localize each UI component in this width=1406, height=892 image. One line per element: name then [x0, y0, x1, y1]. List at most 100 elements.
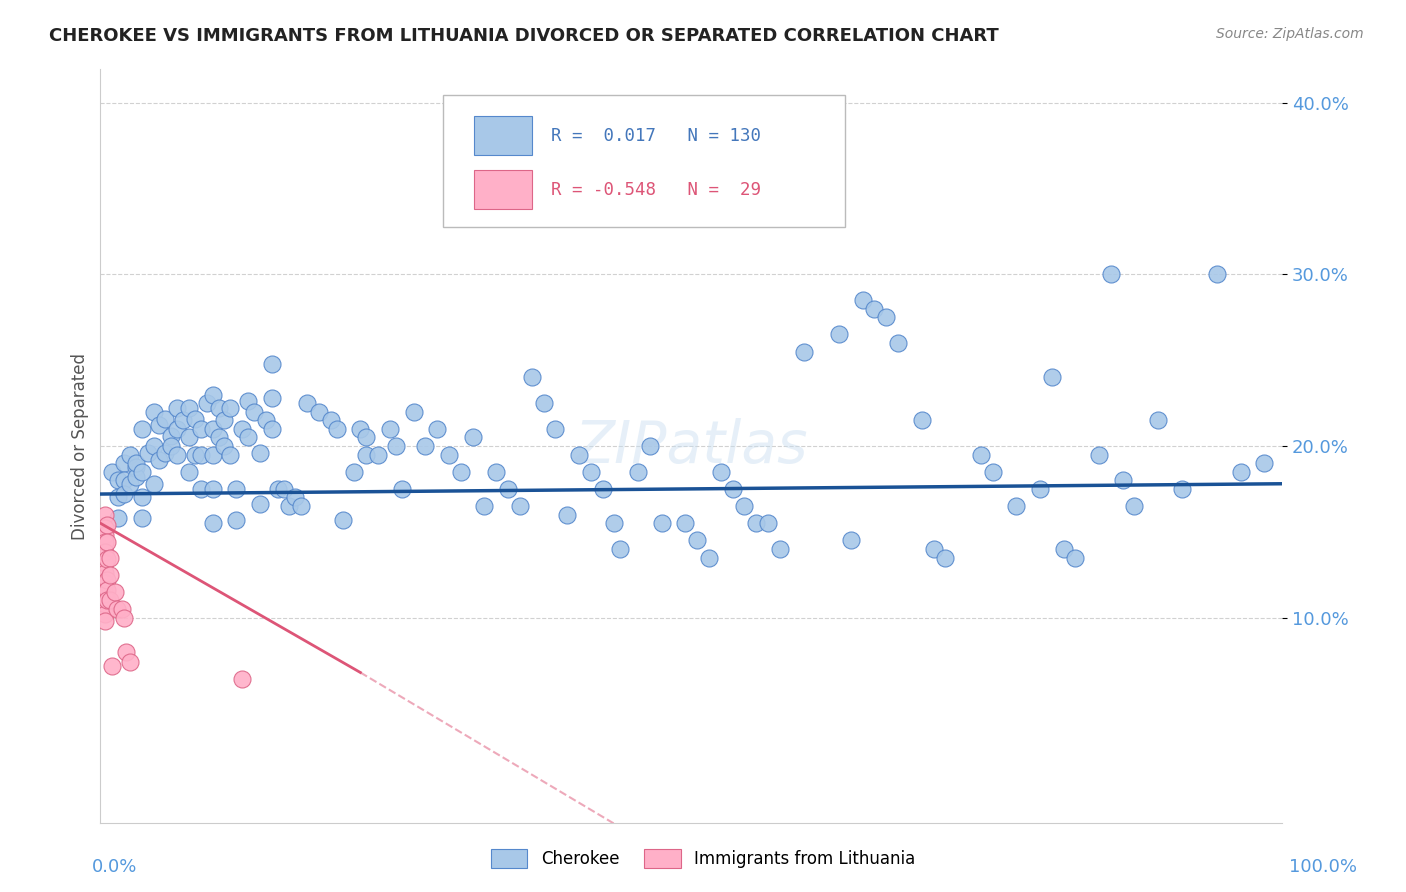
Point — [195, 396, 218, 410]
Point — [98, 567, 121, 582]
Point — [710, 465, 733, 479]
Point — [101, 465, 124, 479]
Point — [201, 422, 224, 436]
Point — [166, 401, 188, 416]
Point — [922, 541, 945, 556]
Point — [863, 301, 886, 316]
Point — [94, 545, 117, 559]
Point — [96, 573, 118, 587]
Point — [804, 181, 827, 195]
Point — [568, 448, 591, 462]
Point — [243, 405, 266, 419]
Point — [579, 465, 602, 479]
Point — [98, 593, 121, 607]
Point — [544, 422, 567, 436]
Point — [94, 597, 117, 611]
Point — [111, 602, 134, 616]
Point — [148, 452, 170, 467]
Point — [219, 448, 242, 462]
Point — [166, 448, 188, 462]
Point — [94, 586, 117, 600]
Point — [112, 487, 135, 501]
Text: CHEROKEE VS IMMIGRANTS FROM LITHUANIA DIVORCED OR SEPARATED CORRELATION CHART: CHEROKEE VS IMMIGRANTS FROM LITHUANIA DI… — [49, 27, 998, 45]
Point — [437, 448, 460, 462]
Point — [1099, 268, 1122, 282]
Point — [94, 607, 117, 622]
Point — [201, 387, 224, 401]
Point — [1123, 499, 1146, 513]
Point — [474, 499, 496, 513]
Point — [603, 516, 626, 531]
Point — [651, 516, 673, 531]
Point — [172, 413, 194, 427]
Point — [107, 473, 129, 487]
Point — [1029, 482, 1052, 496]
Point — [190, 482, 212, 496]
Point — [769, 541, 792, 556]
Point — [94, 614, 117, 628]
Point — [385, 439, 408, 453]
Point — [142, 439, 165, 453]
Point — [1052, 541, 1074, 556]
Text: Source: ZipAtlas.com: Source: ZipAtlas.com — [1216, 27, 1364, 41]
Point — [118, 476, 141, 491]
Point — [911, 413, 934, 427]
Point — [131, 511, 153, 525]
Point — [828, 327, 851, 342]
Point — [260, 391, 283, 405]
Point — [756, 516, 779, 531]
Point — [190, 448, 212, 462]
Point — [1230, 465, 1253, 479]
Point — [673, 516, 696, 531]
Point — [107, 491, 129, 505]
Point — [609, 541, 631, 556]
Legend: Cherokee, Immigrants from Lithuania: Cherokee, Immigrants from Lithuania — [484, 843, 922, 875]
Point — [184, 411, 207, 425]
Point — [1111, 473, 1133, 487]
Point — [125, 459, 148, 474]
Text: R = -0.548   N =  29: R = -0.548 N = 29 — [551, 181, 761, 199]
FancyBboxPatch shape — [474, 170, 531, 210]
Point — [260, 422, 283, 436]
Point — [367, 448, 389, 462]
Text: R =  0.017   N = 130: R = 0.017 N = 130 — [551, 127, 761, 145]
Point — [356, 430, 378, 444]
Point — [415, 439, 437, 453]
Point — [214, 413, 236, 427]
Point — [236, 394, 259, 409]
Point — [131, 465, 153, 479]
Point — [177, 465, 200, 479]
Point — [231, 422, 253, 436]
Point — [308, 405, 330, 419]
Point — [103, 585, 125, 599]
Point — [627, 465, 650, 479]
Point — [852, 293, 875, 307]
Point — [934, 550, 956, 565]
Point — [94, 556, 117, 570]
Point — [391, 482, 413, 496]
Point — [686, 533, 709, 548]
Point — [254, 413, 277, 427]
Point — [155, 446, 177, 460]
Point — [1147, 413, 1170, 427]
FancyBboxPatch shape — [443, 95, 845, 227]
Point — [177, 430, 200, 444]
Point — [343, 465, 366, 479]
Point — [290, 499, 312, 513]
Point — [970, 448, 993, 462]
Point — [697, 550, 720, 565]
Point — [225, 482, 247, 496]
Point — [155, 411, 177, 425]
Point — [101, 658, 124, 673]
Point — [96, 517, 118, 532]
Point — [533, 396, 555, 410]
Point — [118, 448, 141, 462]
Text: 100.0%: 100.0% — [1289, 858, 1357, 876]
Point — [148, 418, 170, 433]
Point — [131, 422, 153, 436]
Point — [745, 516, 768, 531]
Point — [1005, 499, 1028, 513]
Point — [1064, 550, 1087, 565]
Point — [450, 465, 472, 479]
Point — [112, 456, 135, 470]
